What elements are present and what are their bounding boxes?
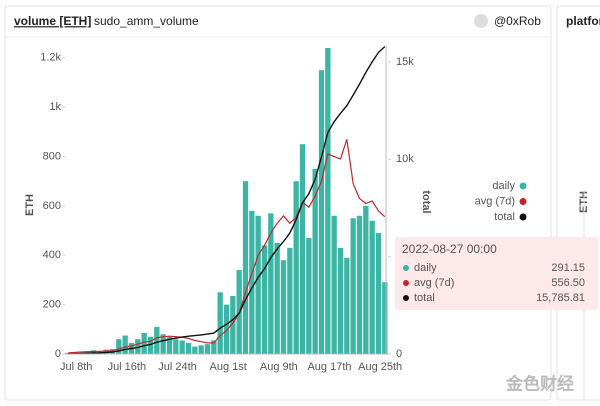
bar xyxy=(135,339,141,354)
bar xyxy=(179,340,185,354)
bar xyxy=(223,304,230,354)
y-axis-label: ETH xyxy=(24,194,36,216)
bar xyxy=(90,350,97,354)
legend-label: daily xyxy=(492,180,515,192)
tooltip-name: avg (7d) xyxy=(414,277,454,289)
bar xyxy=(255,215,261,354)
legend-label: avg (7d) xyxy=(475,195,515,207)
x-tick-label: Aug 25th xyxy=(358,361,402,373)
tooltip-value: 15,785.81 xyxy=(536,292,585,304)
author: @0xRob xyxy=(494,14,541,28)
bar xyxy=(318,70,325,354)
bar xyxy=(325,47,331,354)
bar xyxy=(350,218,356,354)
y2-tick-label: 15k xyxy=(396,56,414,68)
y-tick-label: 0 xyxy=(55,348,61,360)
x-tick-label: Jul 8th xyxy=(60,361,92,373)
bar xyxy=(375,233,382,354)
bar xyxy=(154,326,160,354)
next-title: platfor xyxy=(566,14,600,28)
y2-tick-label: 10k xyxy=(396,153,414,165)
bar xyxy=(369,220,375,354)
bar xyxy=(78,351,84,354)
tooltip-dot xyxy=(403,265,409,271)
tooltip-dot xyxy=(403,280,409,286)
legend-label: total xyxy=(494,211,515,223)
x-tick-label: Aug 9th xyxy=(260,361,298,373)
y-tick-label: 1.2k xyxy=(40,52,61,64)
bar xyxy=(261,245,268,354)
bar xyxy=(280,260,287,354)
bar xyxy=(249,210,255,354)
plot xyxy=(65,46,388,355)
y-tick-label: 800 xyxy=(43,150,61,162)
watermark: 金色财经 xyxy=(505,373,574,393)
x-tick-label: Jul 16th xyxy=(108,361,147,373)
y-tick-label: 200 xyxy=(43,299,61,311)
bar xyxy=(230,296,236,354)
bar xyxy=(268,213,274,354)
line xyxy=(68,139,386,354)
bar xyxy=(116,339,122,354)
y-tick-label: 1k xyxy=(49,101,61,113)
tooltip-name: total xyxy=(414,292,435,304)
bar xyxy=(84,351,90,354)
x-tick-label: Jul 24th xyxy=(158,361,197,373)
query-name: sudo_amm_volume xyxy=(94,14,199,28)
bar xyxy=(217,292,223,354)
tooltip xyxy=(395,237,598,310)
y-tick-label: 400 xyxy=(43,249,61,261)
bar xyxy=(65,352,71,354)
bar xyxy=(337,247,344,354)
y2-tick-label: 0 xyxy=(396,348,402,360)
legend-dot xyxy=(519,198,527,205)
bar xyxy=(344,257,350,354)
bar xyxy=(192,346,198,354)
bar xyxy=(287,247,293,354)
bar xyxy=(242,181,249,354)
bar xyxy=(198,345,204,354)
tooltip-title: 2022-08-27 00:00 xyxy=(402,242,497,256)
y-tick-label: 600 xyxy=(43,200,61,212)
bar xyxy=(211,340,217,354)
tooltip-name: daily xyxy=(414,262,437,274)
bar xyxy=(204,344,211,354)
line xyxy=(68,46,386,355)
bar xyxy=(122,335,128,354)
bar xyxy=(160,334,166,354)
bar xyxy=(274,242,280,354)
legend-dot xyxy=(519,213,527,221)
bar xyxy=(331,215,337,354)
bar xyxy=(173,339,179,354)
tooltip-value: 556.50 xyxy=(551,277,585,289)
bar xyxy=(299,144,306,354)
bar xyxy=(293,181,299,354)
bar xyxy=(306,238,312,354)
chart-title: volume [ETH] xyxy=(14,14,91,28)
bar xyxy=(185,342,192,354)
avatar xyxy=(474,14,488,28)
bar xyxy=(166,336,173,354)
bar xyxy=(141,333,147,354)
tooltip-dot xyxy=(403,295,409,301)
bar xyxy=(312,168,318,354)
bar xyxy=(363,205,369,354)
bar xyxy=(382,282,388,354)
bar xyxy=(147,336,154,354)
legend-dot xyxy=(519,182,527,190)
x-tick-label: Aug 17th xyxy=(307,361,351,373)
x-tick-label: Aug 1st xyxy=(210,361,247,373)
bar xyxy=(356,215,363,354)
y2-axis-label: total xyxy=(420,190,432,213)
tooltip-value: 291.15 xyxy=(551,262,585,274)
